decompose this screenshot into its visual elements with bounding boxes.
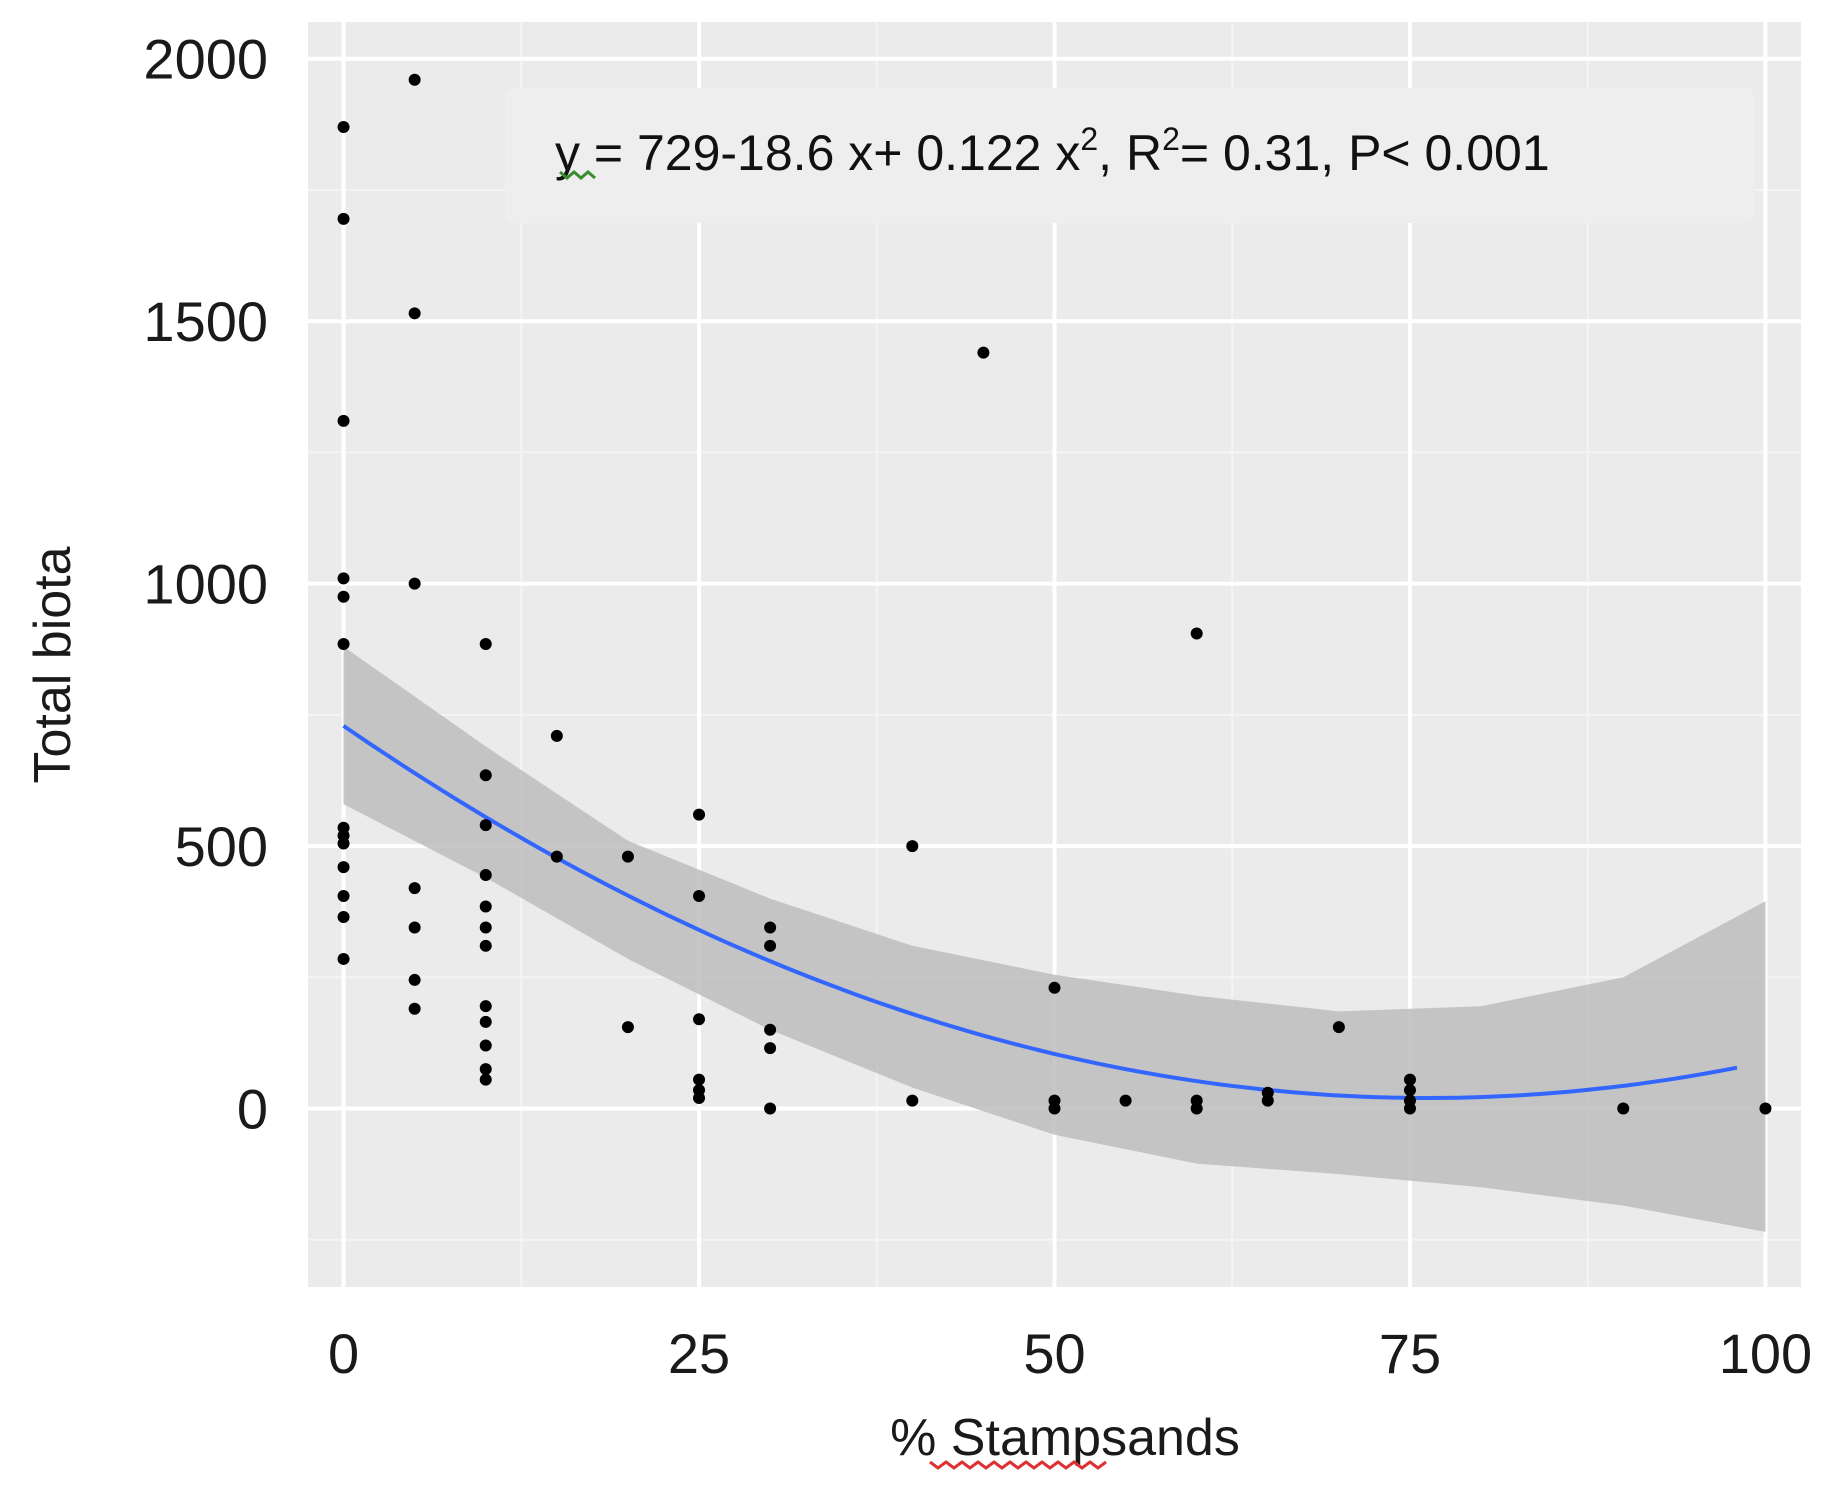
- data-point: [337, 910, 350, 923]
- data-point: [408, 921, 421, 934]
- data-point: [1261, 1094, 1274, 1107]
- data-point: [1759, 1102, 1772, 1115]
- data-point: [337, 212, 350, 225]
- data-point: [479, 819, 492, 832]
- r-exponent: 2: [1162, 121, 1180, 157]
- data-point: [479, 1015, 492, 1028]
- equation-body: = 729-18.6 x+ 0.122 x: [580, 125, 1080, 181]
- data-point: [408, 307, 421, 320]
- data-point: [337, 572, 350, 585]
- data-point: [408, 577, 421, 590]
- x-tick-label: 75: [1379, 1322, 1441, 1385]
- data-point: [337, 414, 350, 427]
- data-point: [1332, 1021, 1345, 1034]
- x-tick-label: 25: [668, 1322, 730, 1385]
- data-point: [479, 1039, 492, 1052]
- y-tick-label: 0: [237, 1078, 268, 1141]
- x-tick-label: 0: [328, 1322, 359, 1385]
- data-point: [1403, 1073, 1416, 1086]
- data-point: [1617, 1102, 1630, 1115]
- data-point: [337, 861, 350, 874]
- r-value: = 0.31, P< 0.001: [1180, 125, 1550, 181]
- data-point: [1119, 1094, 1132, 1107]
- data-point: [1403, 1102, 1416, 1115]
- data-point: [337, 952, 350, 965]
- data-point: [479, 900, 492, 913]
- data-point: [337, 889, 350, 902]
- data-point: [621, 850, 634, 863]
- data-point: [550, 729, 563, 742]
- x-tick-label: 100: [1719, 1322, 1812, 1385]
- data-point: [337, 837, 350, 850]
- spellcheck-squiggle: [929, 1460, 1107, 1470]
- x-exponent: 2: [1080, 121, 1098, 157]
- data-point: [693, 889, 706, 902]
- data-point: [764, 921, 777, 934]
- data-point: [693, 808, 706, 821]
- equation-text: y = 729-18.6 x+ 0.122 x2, R2= 0.31, P< 0…: [555, 121, 1550, 181]
- data-point: [337, 590, 350, 603]
- data-point: [1403, 1084, 1416, 1097]
- data-point: [1190, 627, 1203, 640]
- y-tick-label: 2000: [143, 28, 268, 91]
- data-point: [1048, 1102, 1061, 1115]
- y-axis-title: Total biota: [24, 546, 82, 783]
- data-point: [479, 1073, 492, 1086]
- x-axis-labels: 0 25 50 75 100: [328, 1322, 1812, 1385]
- data-point: [764, 1023, 777, 1036]
- data-point: [906, 1094, 919, 1107]
- data-point: [479, 1000, 492, 1013]
- data-point: [550, 850, 563, 863]
- data-point: [408, 73, 421, 86]
- data-point: [479, 921, 492, 934]
- data-point: [479, 1063, 492, 1076]
- data-point: [479, 939, 492, 952]
- data-point: [693, 1013, 706, 1026]
- y-axis-labels: 0 500 1000 1500 2000: [143, 28, 268, 1141]
- x-axis-title: % Stampsands: [890, 1409, 1240, 1467]
- data-point: [408, 973, 421, 986]
- data-point: [1048, 981, 1061, 994]
- data-point: [764, 939, 777, 952]
- data-point: [479, 769, 492, 782]
- data-point: [621, 1021, 634, 1034]
- y-tick-label: 1000: [143, 553, 268, 616]
- x-tick-label: 50: [1023, 1322, 1085, 1385]
- data-point: [1190, 1102, 1203, 1115]
- data-point: [408, 1002, 421, 1015]
- data-point: [764, 1042, 777, 1055]
- fit-line: [342, 724, 1738, 1100]
- spellcheck-squiggle: [559, 170, 596, 180]
- data-point: [693, 1073, 706, 1086]
- data-point: [479, 868, 492, 881]
- y-tick-label: 500: [175, 815, 268, 878]
- data-point: [408, 882, 421, 895]
- equation-annotation: y = 729-18.6 x+ 0.122 x2, R2= 0.31, P< 0…: [505, 88, 1755, 223]
- data-point: [337, 120, 350, 133]
- r-label: , R: [1098, 125, 1162, 181]
- data-point: [764, 1102, 777, 1115]
- data-point: [337, 638, 350, 651]
- y-tick-label: 1500: [143, 290, 268, 353]
- data-point: [906, 840, 919, 853]
- equation-box: [505, 88, 1755, 223]
- data-point: [479, 638, 492, 651]
- data-point: [977, 346, 990, 359]
- data-point: [693, 1092, 706, 1105]
- data-points: [337, 73, 1772, 1115]
